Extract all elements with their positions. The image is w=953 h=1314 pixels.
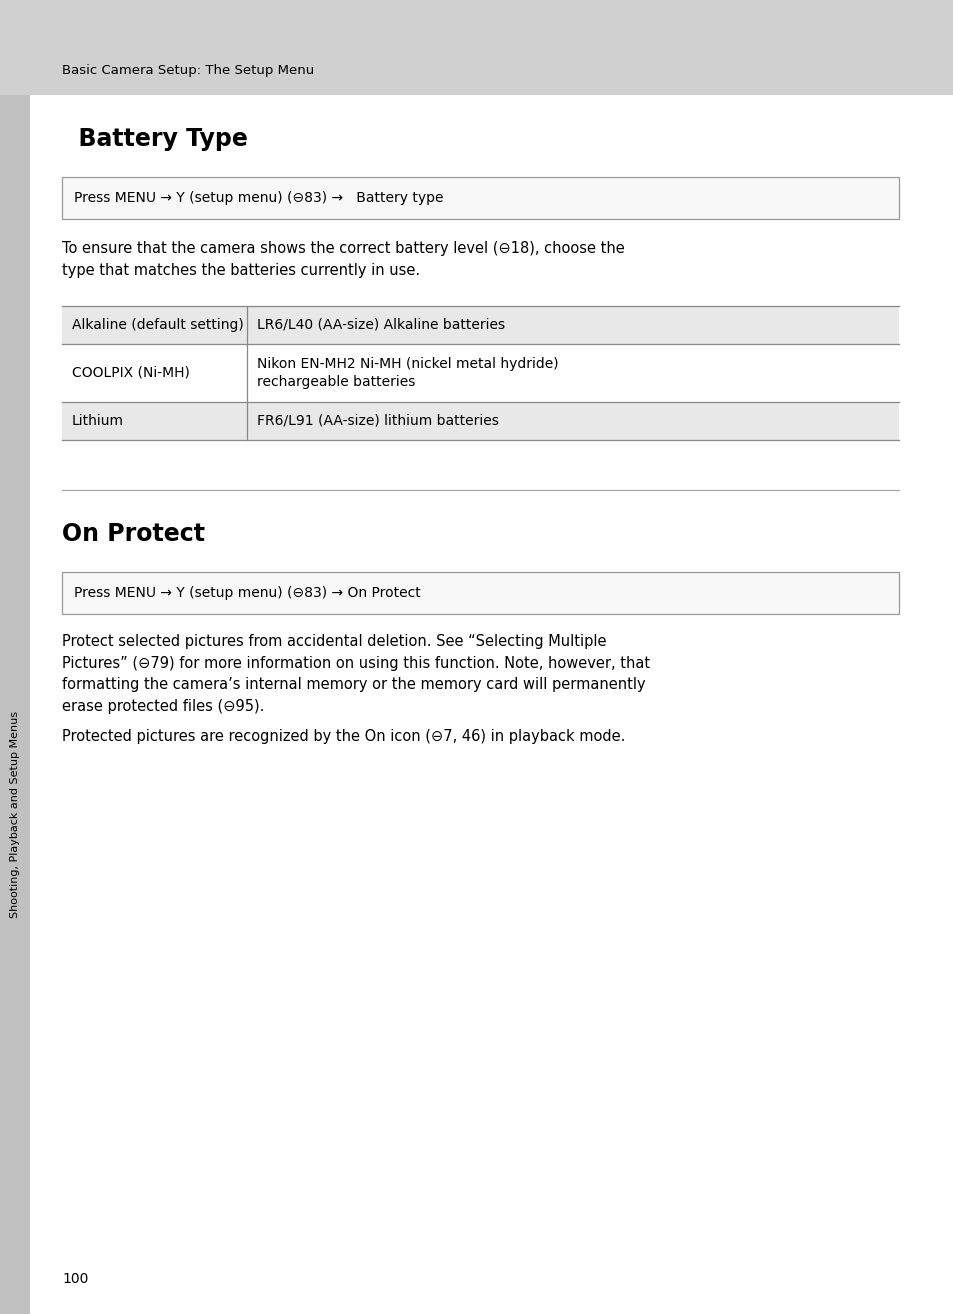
Bar [0, 95, 30, 1314]
Bar [62, 177, 898, 219]
Bar [0, 0, 953, 95]
Bar [62, 306, 898, 344]
Text: Alkaline (default setting): Alkaline (default setting) [71, 318, 244, 332]
Text: 100: 100 [62, 1272, 89, 1286]
Text: On Protect: On Protect [62, 522, 205, 547]
Text: Shooting, Playback and Setup Menus: Shooting, Playback and Setup Menus [10, 711, 20, 917]
Text: To ensure that the camera shows the correct battery level (⊖18), choose the
type: To ensure that the camera shows the corr… [62, 240, 624, 277]
Text: FR6/L91 (AA-size) lithium batteries: FR6/L91 (AA-size) lithium batteries [256, 414, 498, 428]
Text: Press MENU → Y (setup menu) (⊖83) →   Battery type: Press MENU → Y (setup menu) (⊖83) → Batt… [74, 191, 443, 205]
Text: Battery Type: Battery Type [62, 127, 248, 151]
Bar [62, 402, 898, 440]
Text: COOLPIX (Ni-MH): COOLPIX (Ni-MH) [71, 367, 190, 380]
Text: Lithium: Lithium [71, 414, 124, 428]
Bar [62, 572, 898, 614]
Text: Nikon EN-MH2 Ni-MH (nickel metal hydride)
rechargeable batteries: Nikon EN-MH2 Ni-MH (nickel metal hydride… [256, 356, 558, 389]
Text: Press MENU → Y (setup menu) (⊖83) → On Protect: Press MENU → Y (setup menu) (⊖83) → On P… [74, 586, 420, 600]
Text: Protected pictures are recognized by the On icon (⊖7, 46) in playback mode.: Protected pictures are recognized by the… [62, 729, 625, 744]
Text: Protect selected pictures from accidental deletion. See “Selecting Multiple
Pict: Protect selected pictures from accidenta… [62, 633, 649, 714]
Bar [62, 344, 898, 402]
Text: LR6/L40 (AA-size) Alkaline batteries: LR6/L40 (AA-size) Alkaline batteries [256, 318, 504, 332]
Text: Basic Camera Setup: The Setup Menu: Basic Camera Setup: The Setup Menu [62, 64, 314, 78]
